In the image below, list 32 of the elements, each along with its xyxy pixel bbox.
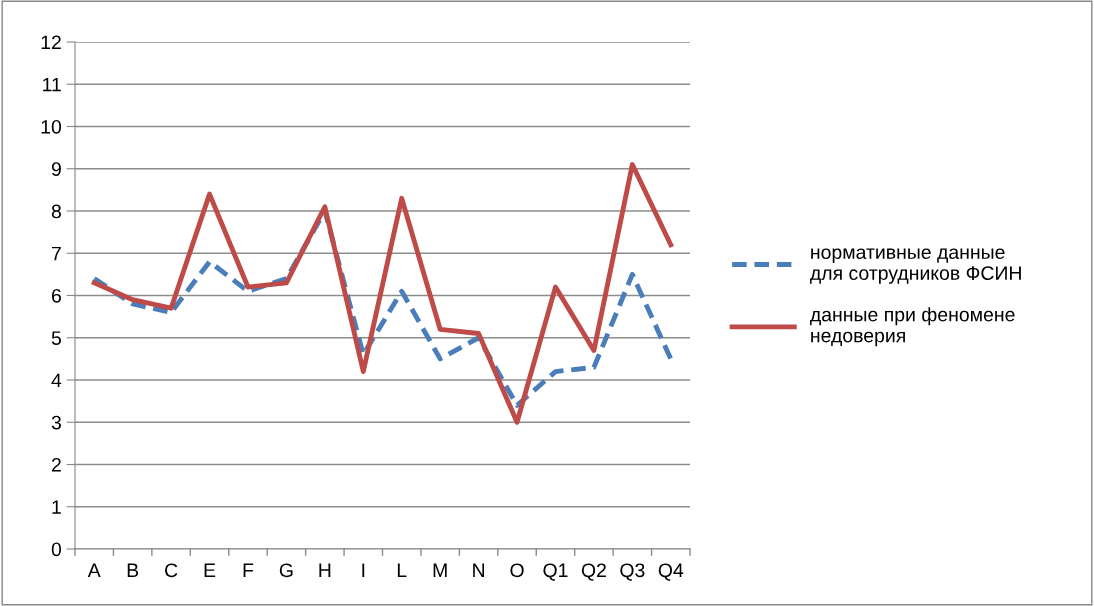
line-series <box>91 162 674 425</box>
y-tick-label: 8 <box>51 204 61 219</box>
x-tick-label: O <box>510 563 524 578</box>
y-tick-label: 5 <box>51 331 61 345</box>
y-tick-label: 11 <box>43 77 61 92</box>
x-tick-label: F <box>243 563 254 577</box>
x-tick-label: M <box>433 563 447 577</box>
x-tick-label: B <box>127 563 139 577</box>
x-tick-label: G <box>279 563 293 578</box>
x-tick-label: N <box>473 563 485 577</box>
x-tick-label: E <box>204 563 216 577</box>
y-tick-label: 4 <box>51 373 62 388</box>
y-tick-label: 3 <box>51 415 61 430</box>
y-tick-label: 9 <box>51 162 61 176</box>
y-tick-label: 6 <box>51 288 61 303</box>
x-tick-label: I <box>362 563 365 577</box>
x-tick-label: Q1 <box>543 563 568 581</box>
x-tick-label: Q3 <box>620 563 645 581</box>
x-tick-label: Q2 <box>581 563 606 581</box>
y-tick-label: 7 <box>51 246 61 261</box>
legend-label: нормативные данные для сотрудников ФСИН <box>810 248 1021 284</box>
x-tick-label: A <box>87 563 101 577</box>
y-tick-label: 1 <box>52 500 61 514</box>
x-tick-label: Q4 <box>658 563 684 581</box>
legend-label: данные при феномене недоверия <box>810 307 1015 347</box>
y-tick-label: 12 <box>41 35 61 50</box>
x-tick-label: L <box>397 563 407 577</box>
y-tick-label: 2 <box>51 457 61 472</box>
x-tick-label: H <box>319 563 331 577</box>
y-tick-label: 10 <box>41 119 62 134</box>
x-tick-label: C <box>165 563 178 578</box>
y-tick-label: 0 <box>51 542 62 557</box>
